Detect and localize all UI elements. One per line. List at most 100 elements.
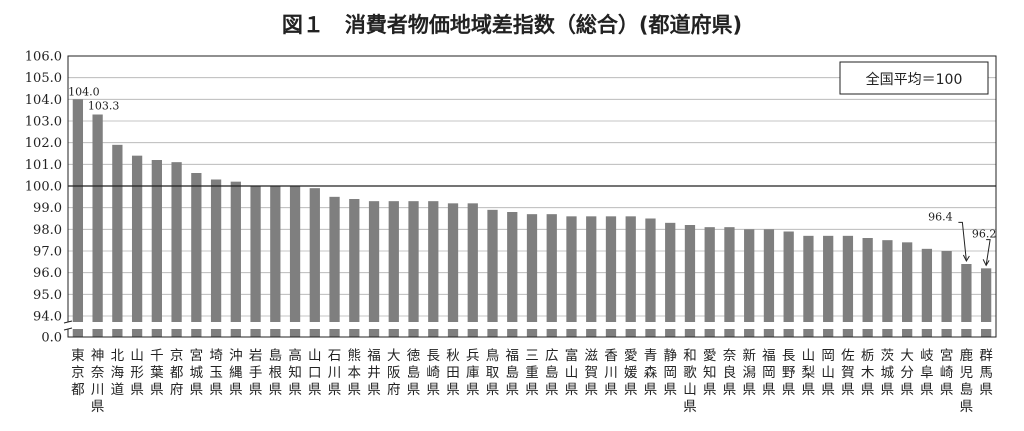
bar-stub xyxy=(349,329,360,337)
bar-stub xyxy=(665,329,676,337)
bar-stub xyxy=(210,329,222,337)
bar xyxy=(349,199,360,322)
data-label: 96.2 xyxy=(972,228,997,241)
x-tick-label: 福井県 xyxy=(367,348,381,398)
x-tick-label: 山梨県 xyxy=(802,348,816,398)
bar-stub xyxy=(487,329,498,337)
bar-stub xyxy=(92,329,103,337)
bar xyxy=(467,203,478,322)
chart-title: 図１ 消費者物価地域差指数（総合）(都道府県) xyxy=(282,13,742,37)
x-tick-label: 岩手県 xyxy=(249,348,263,398)
bar-stub xyxy=(605,329,617,337)
x-tick-label: 千葉県 xyxy=(150,348,164,398)
legend-box: 全国平均＝100 xyxy=(839,61,989,95)
bar xyxy=(447,203,459,322)
bar xyxy=(902,242,913,322)
bar xyxy=(191,173,202,322)
bar xyxy=(546,214,557,322)
bar-stub xyxy=(783,329,794,337)
x-tick-label: 宮崎県 xyxy=(940,348,954,398)
bar-stub xyxy=(388,329,399,337)
bar-stub xyxy=(980,329,992,337)
x-tick-label: 長野県 xyxy=(782,348,796,398)
bar xyxy=(250,186,261,322)
bar xyxy=(862,238,873,322)
x-tick-label: 奈良県 xyxy=(723,348,737,398)
bar xyxy=(842,235,854,322)
x-tick-label: 北海道 xyxy=(111,348,125,398)
bar xyxy=(921,248,933,322)
bar-stub xyxy=(862,329,873,337)
bar-stub xyxy=(408,329,419,337)
bar xyxy=(586,216,597,322)
x-tick-label: 佐賀県 xyxy=(841,348,855,398)
bar xyxy=(941,251,952,322)
bar-stub xyxy=(645,329,656,337)
bar xyxy=(230,181,241,322)
x-tick-label: 兵庫県 xyxy=(466,348,480,398)
bar-stub xyxy=(744,329,755,337)
bar-stub xyxy=(684,329,696,337)
bar xyxy=(625,216,636,322)
x-tick-label: 鳥取県 xyxy=(486,348,500,398)
bar xyxy=(408,201,419,322)
x-tick-label: 鹿児島県 xyxy=(960,347,974,415)
bar-stub xyxy=(131,329,143,337)
y-tick-label: 100.0 xyxy=(25,180,62,195)
axes xyxy=(63,55,997,338)
bar-stub xyxy=(546,329,557,337)
bar xyxy=(171,162,182,322)
bar xyxy=(72,99,84,322)
plot-frame xyxy=(67,55,997,338)
bar xyxy=(803,235,814,322)
y-tick-label: 101.0 xyxy=(25,158,62,173)
bar-stub xyxy=(704,329,715,337)
bar-stub xyxy=(842,329,854,337)
y-tick-label: 103.0 xyxy=(25,115,62,130)
bar-stub xyxy=(151,329,162,337)
bar xyxy=(763,229,775,322)
bar xyxy=(131,155,143,322)
x-tick-label: 群馬県 xyxy=(979,348,993,398)
data-labels: 104.0 103.3 96.4 96.2 xyxy=(68,85,997,267)
bar-stub xyxy=(507,329,518,337)
bar xyxy=(112,144,123,322)
x-tick-label: 愛知県 xyxy=(703,348,717,398)
bar-stub xyxy=(428,329,439,337)
x-tick-label: 大阪府 xyxy=(387,348,401,398)
x-tick-label: 岐阜県 xyxy=(920,348,934,398)
bar xyxy=(980,268,992,322)
bar-stub xyxy=(447,329,459,337)
bar-stub xyxy=(823,329,834,337)
bar xyxy=(151,160,162,322)
x-tick-label: 山口県 xyxy=(308,348,322,398)
bar xyxy=(368,201,380,322)
bar xyxy=(704,227,715,322)
bar xyxy=(289,186,301,322)
bar-stub xyxy=(171,329,182,337)
bar xyxy=(210,179,222,322)
x-tick-label: 京都府 xyxy=(170,348,184,398)
data-label-arrowhead xyxy=(962,254,970,263)
y-tick-label: 104.0 xyxy=(25,93,62,108)
y-tick-labels: 0.0 94.0 95.0 96.0 97.0 98.0 99.0 100.0 101.0 102… xyxy=(25,50,62,346)
y-tick-label: 106.0 xyxy=(25,50,62,65)
bar-stub xyxy=(882,329,893,337)
bar xyxy=(309,188,320,322)
bar xyxy=(566,216,577,322)
bar xyxy=(507,212,518,322)
x-tick-label: 東京都 xyxy=(71,348,85,398)
bar xyxy=(487,209,498,322)
x-tick-label: 静岡県 xyxy=(663,348,677,398)
bar-stub xyxy=(625,329,636,337)
bar-stub xyxy=(566,329,577,337)
axis-break-mark xyxy=(63,327,73,331)
x-tick-label: 神奈川県 xyxy=(91,348,105,415)
x-tick-label: 埼玉県 xyxy=(209,348,223,398)
x-tick-label: 徳島県 xyxy=(407,348,421,398)
y-tick-label: 102.0 xyxy=(25,136,62,151)
bar xyxy=(684,225,696,322)
x-tick-label: 新潟県 xyxy=(742,348,756,398)
x-tick-label: 島根県 xyxy=(269,348,283,398)
